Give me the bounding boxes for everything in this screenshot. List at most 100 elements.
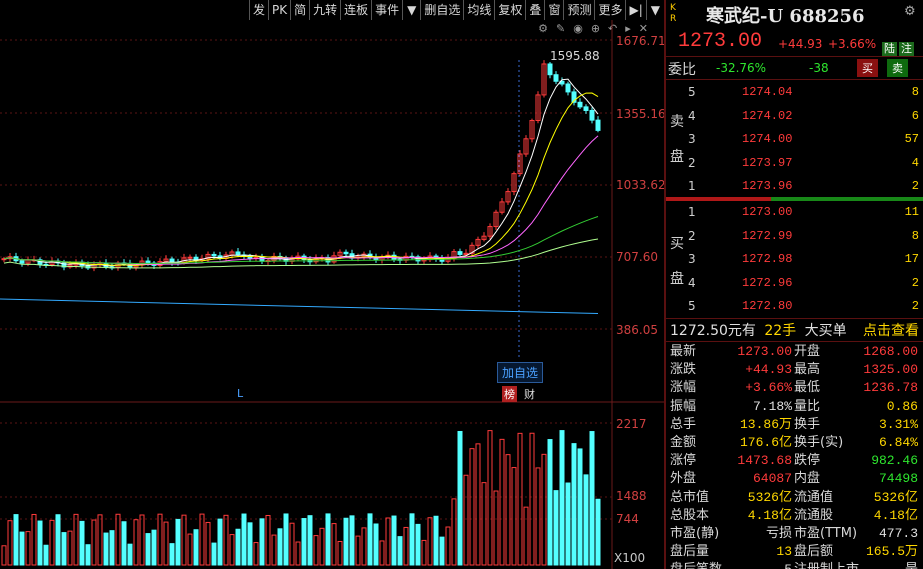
toolbar-button-5[interactable]: 事件 — [371, 0, 402, 20]
stat-k: 盘后笔数 — [670, 561, 722, 569]
add-watchlist-button[interactable]: 加自选 — [497, 362, 544, 383]
toolbar-button-12[interactable]: 预测 — [563, 0, 594, 20]
volume-bar — [205, 521, 211, 566]
stat-v2: 0.86 — [886, 398, 918, 414]
hk-connect-badge[interactable]: 陆 — [882, 42, 897, 56]
toolbar-button-0[interactable]: 发 — [248, 0, 268, 20]
stat-k2: 流通股 — [794, 507, 834, 523]
volume-bar — [397, 536, 403, 566]
ask-row[interactable]: 1 1273.96 2 — [666, 175, 923, 197]
candle-body — [19, 260, 25, 264]
volume-bar — [349, 515, 355, 566]
candle-body — [145, 260, 151, 264]
kline-chart-area[interactable]: 发 PK 简九转 连板 事件 ▼ 删自选 均线 复权叠窗预测 更多 ▶| ▼ ⚙ ✎ ◉ ⊕ ↶ ▸ … — [0, 0, 664, 569]
buy-side-label-2: 盘 — [670, 271, 684, 287]
volume-bar — [583, 474, 589, 566]
stat-k2: 流通值 — [794, 489, 834, 505]
toolbar-button-13[interactable]: 更多 — [594, 0, 625, 20]
volume-bar — [409, 513, 415, 566]
stat-k2: 量比 — [794, 398, 821, 414]
volume-bar — [265, 514, 271, 566]
ask-row[interactable]: 4 1274.02 6 — [666, 105, 923, 127]
gear-icon[interactable]: ⚙ — [904, 4, 916, 19]
settings-icon[interactable]: ⚙ — [538, 22, 548, 35]
stat-k: 涨停 — [670, 453, 697, 469]
ask-vol: 6 — [911, 108, 919, 123]
volume-bar — [61, 532, 67, 566]
bid-row[interactable]: 3 1272.98 17 — [666, 248, 923, 270]
volume-bar — [259, 518, 265, 566]
candle-body — [583, 106, 589, 111]
candle-body — [499, 201, 505, 213]
pen-icon[interactable]: ✎ — [555, 22, 566, 35]
undo-icon[interactable]: ↶ — [608, 22, 618, 35]
buy-button[interactable]: 买 — [857, 59, 878, 77]
finance-tag[interactable]: 财 — [524, 388, 535, 401]
stat-k: 市盈(静) — [670, 526, 720, 541]
toolbar-button-3[interactable]: 九转 — [309, 0, 340, 20]
stat-v2: 是 — [905, 561, 918, 569]
stat-row: 总市值 5326亿 流通值 5326亿 — [668, 489, 922, 507]
view-details-link[interactable]: 点击查看 — [863, 323, 919, 339]
ma5-line — [3, 78, 599, 267]
kline-svg — [0, 20, 664, 569]
layers-icon[interactable]: ⊕ — [590, 22, 601, 35]
weibi-pct: -32.76% — [716, 61, 767, 75]
stat-k2: 内盘 — [794, 471, 821, 487]
panel-separator — [664, 0, 666, 569]
ask-vol: 8 — [911, 85, 919, 99]
volume-bar — [91, 519, 97, 566]
toolbar-button-2[interactable]: 简 — [290, 0, 309, 20]
toolbar-button-4[interactable]: 连板 — [340, 0, 371, 20]
registration-badge[interactable]: 注 — [899, 42, 914, 56]
toolbar-button-9[interactable]: 复权 — [494, 0, 525, 20]
volume-bar — [79, 520, 85, 566]
toolbar-button-8[interactable]: 均线 — [463, 0, 494, 20]
stat-v: 7.18% — [752, 398, 792, 414]
toolbar-button-7[interactable]: 删自选 — [420, 0, 463, 20]
bid-row[interactable]: 1 1273.00 11 — [666, 201, 923, 223]
close-icon[interactable]: ✕ — [638, 22, 648, 35]
ma60-line — [3, 216, 599, 264]
candle-body — [481, 235, 487, 240]
volume-bar — [115, 513, 121, 566]
ranking-tag[interactable]: 榜 — [502, 386, 517, 402]
stat-k: 振幅 — [670, 398, 697, 414]
stat-row: 金额 176.6亿 换手(实) 6.84% — [668, 434, 922, 452]
stat-v: 4.18亿 — [747, 507, 792, 523]
expand-icon[interactable]: ▸ — [625, 22, 631, 35]
toolbar-button-14[interactable]: ▶| — [625, 0, 645, 20]
ask-row[interactable]: 5 1274.04 8 — [666, 81, 923, 103]
stat-k2: 市盈(TTM) — [794, 526, 858, 541]
toolbar-button-6[interactable]: ▼ — [402, 0, 420, 20]
ask-row[interactable]: 3 1274.00 57 — [666, 128, 923, 150]
sell-button[interactable]: 卖 — [887, 59, 908, 77]
volume-bar — [451, 498, 457, 566]
volume-bar — [571, 443, 577, 566]
stat-k2: 开盘 — [794, 344, 821, 359]
toolbar-button-1[interactable]: PK — [267, 0, 290, 20]
candle-body — [493, 211, 499, 228]
toolbar-button-10[interactable]: 叠 — [525, 0, 544, 20]
sell-side-label-2: 盘 — [670, 149, 684, 165]
toolbar-button-15[interactable]: ▼ — [645, 0, 664, 20]
bid-row[interactable]: 2 1272.99 8 — [666, 225, 923, 247]
volume-bar — [421, 539, 427, 566]
bid-ask-separator-bar — [666, 197, 923, 201]
ask-row[interactable]: 2 1273.97 4 — [666, 152, 923, 174]
volume-bar — [463, 474, 469, 566]
big-order-row[interactable]: 1272.50元有 22手 大买单 点击查看 — [670, 321, 923, 341]
volume-bar — [493, 490, 499, 566]
volume-bar — [283, 513, 289, 566]
stat-row: 涨跌 +44.93 最高 1325.00 — [668, 361, 922, 379]
stat-k: 外盘 — [670, 471, 697, 487]
toolbar-button-11[interactable]: 窗 — [544, 0, 563, 20]
stock-title: 寒武纪-U 688256 — [706, 6, 865, 27]
volume-bar — [391, 515, 397, 566]
bid-vol: 2 — [911, 299, 919, 313]
bid-row[interactable]: 4 1272.96 2 — [666, 272, 923, 294]
volume-bar — [433, 515, 439, 566]
bid-row[interactable]: 5 1272.80 2 — [666, 295, 923, 317]
volume-bar — [367, 513, 373, 566]
eye-icon[interactable]: ◉ — [573, 22, 583, 35]
